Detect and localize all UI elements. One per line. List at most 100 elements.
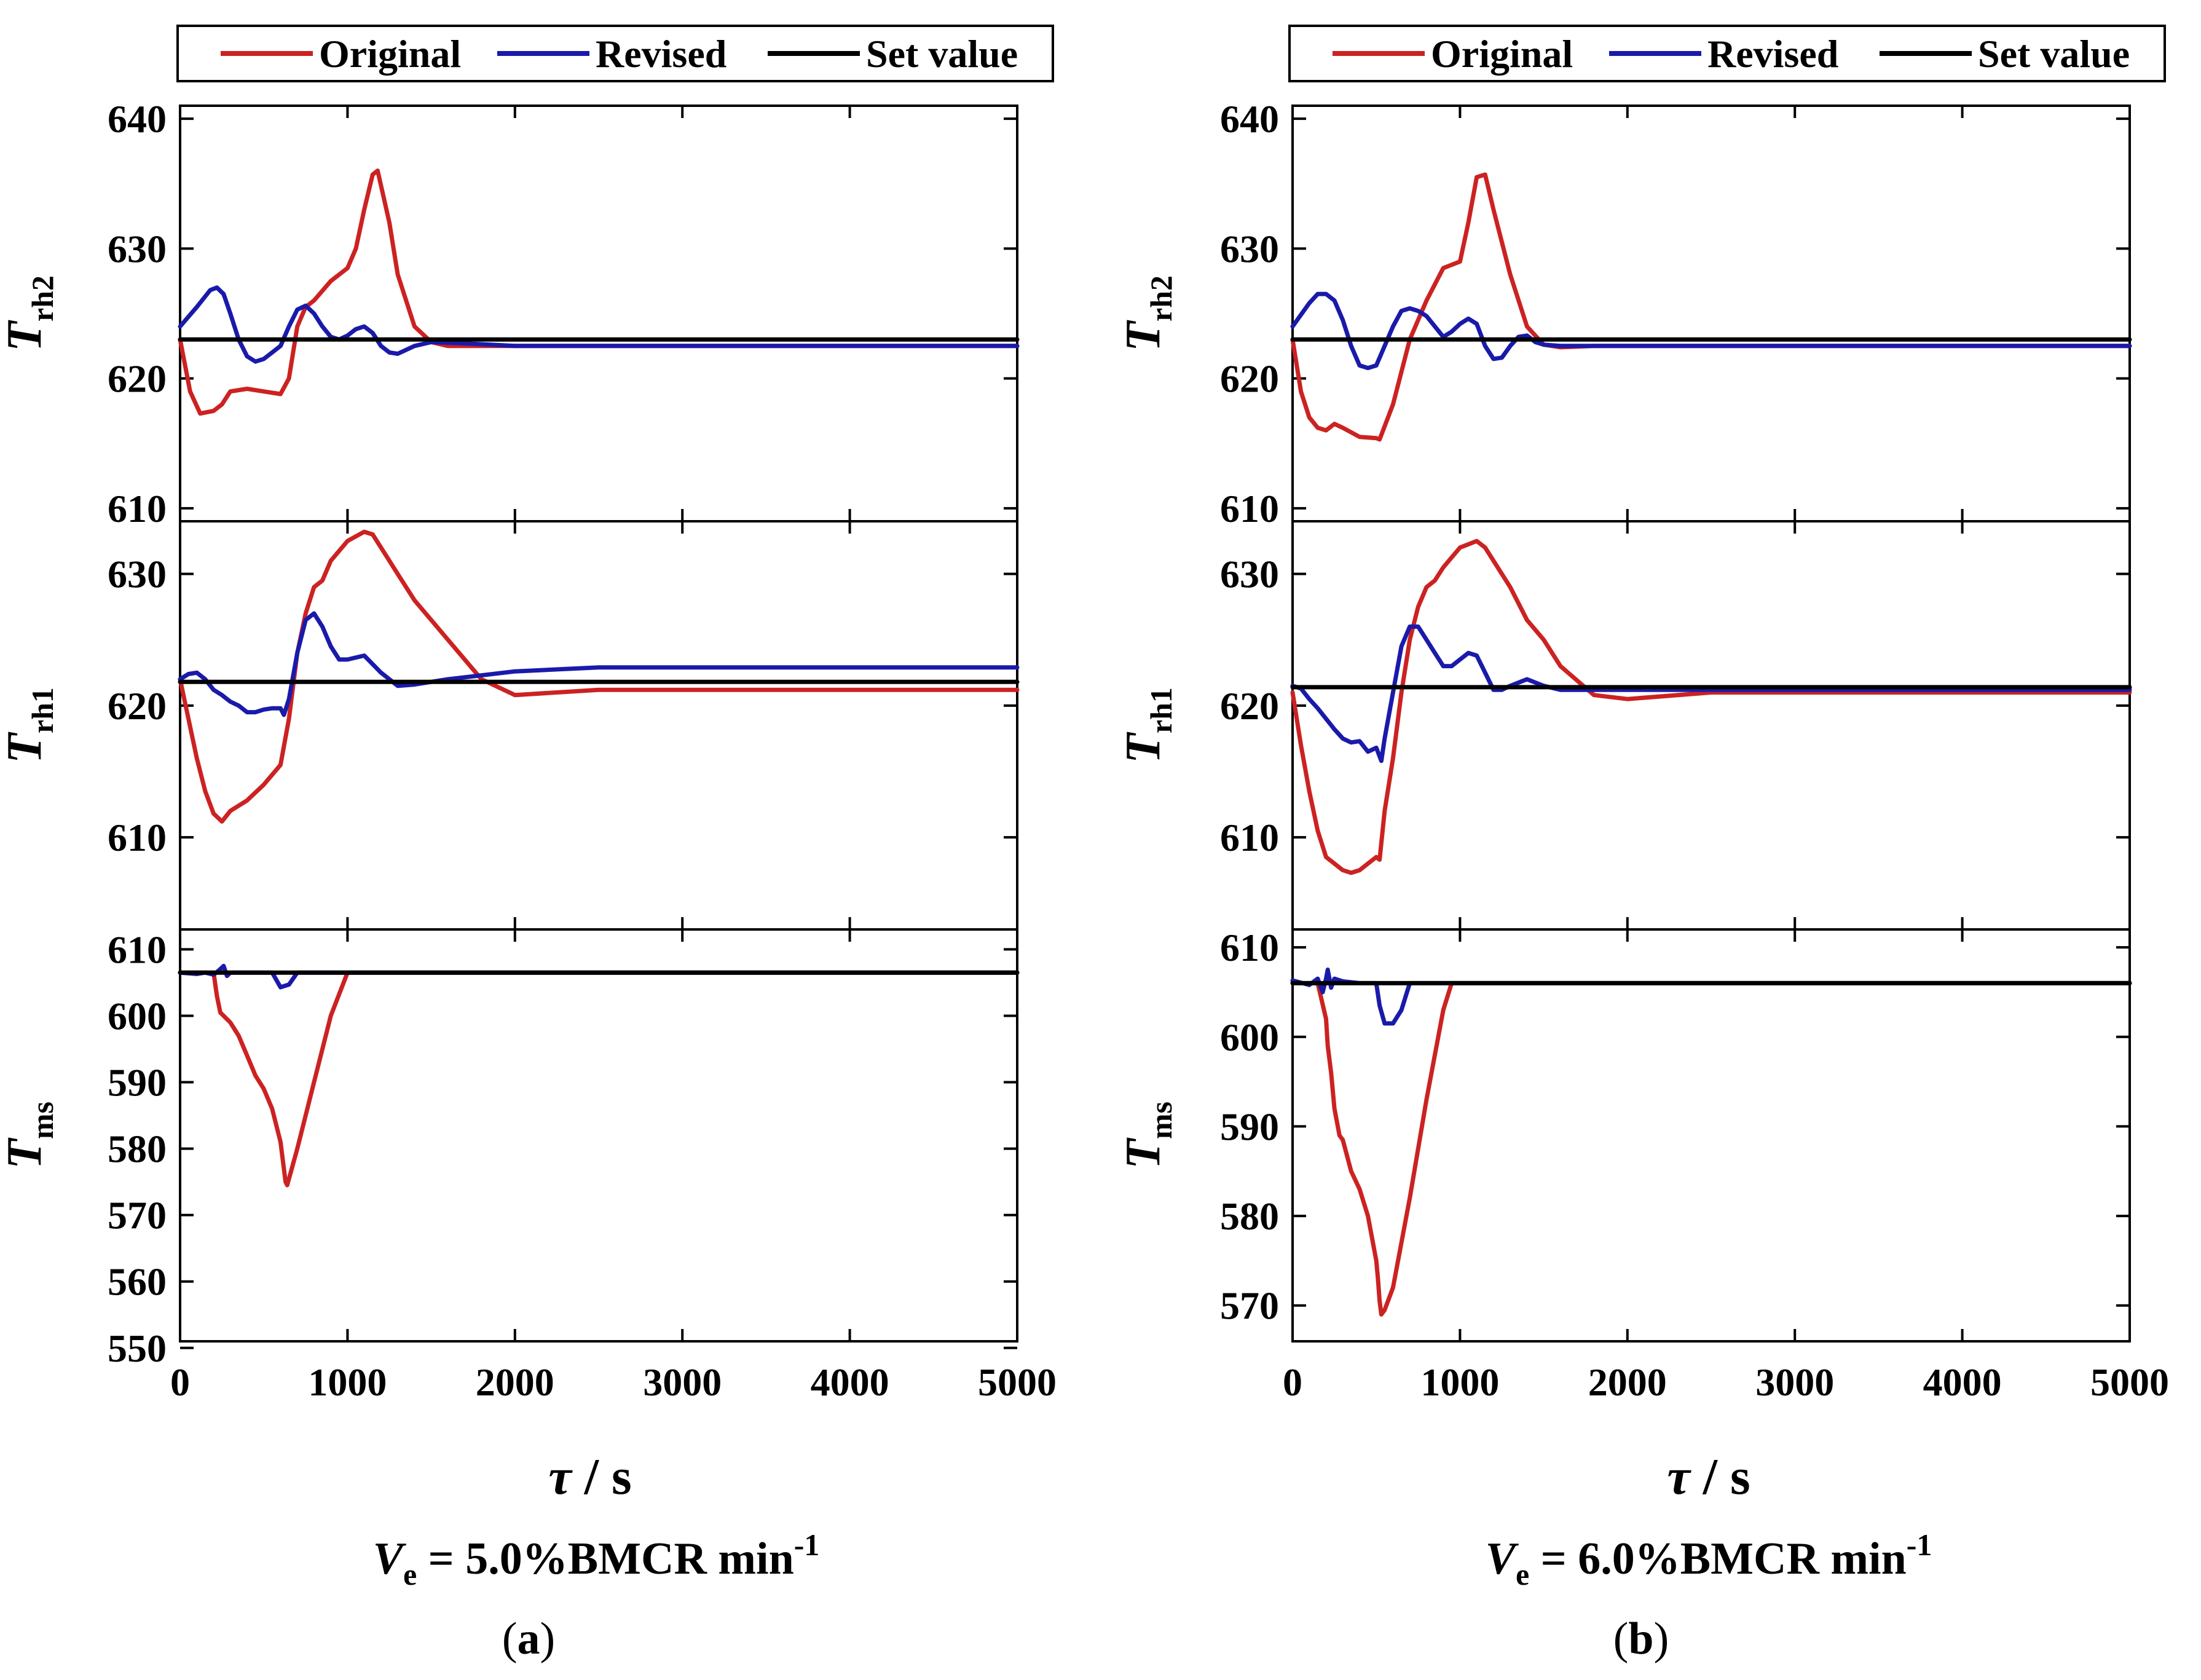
series-original — [1290, 172, 2132, 442]
y-tick-label: 610 — [108, 928, 167, 971]
x-tick-label: 4000 — [811, 1360, 889, 1404]
series-original — [178, 970, 1020, 1188]
x-axis-symbol: τ — [548, 1448, 573, 1505]
legend-label: Revised — [1707, 32, 1838, 76]
legend-label: Set value — [1978, 32, 2130, 76]
y-tick-label: 630 — [1220, 553, 1279, 596]
condition-symbol: V — [1486, 1534, 1519, 1584]
y-tick-label: 570 — [1220, 1284, 1279, 1328]
y-axis-subscript: ms — [1144, 1102, 1178, 1139]
y-axis-label: Trh2 — [1116, 275, 1178, 352]
y-tick-label: 610 — [108, 816, 167, 859]
series-revised — [1290, 291, 2132, 371]
y-axis-symbol: T — [1116, 1137, 1170, 1169]
y-tick-label: 570 — [108, 1194, 167, 1237]
y-axis-subscript: rh1 — [1144, 687, 1178, 733]
panel-label: (a) — [502, 1614, 555, 1664]
condition-superscript: -1 — [794, 1528, 820, 1562]
y-axis-label: Trh1 — [1116, 687, 1178, 763]
y-axis-symbol: T — [0, 320, 52, 352]
subplot-ms: 550 560 570 580 590 600 610 Tms — [0, 928, 1020, 1370]
plot-frame — [1291, 928, 2131, 1343]
panel-label-open: ( — [502, 1614, 518, 1664]
x-axis-label: τ / s — [548, 1448, 631, 1505]
panel-label-close: ) — [1654, 1614, 1669, 1664]
condition-symbol: V — [373, 1534, 407, 1584]
legend-label: Original — [1431, 32, 1573, 76]
series-original — [1290, 538, 2132, 875]
y-axis-label: Trh1 — [0, 687, 60, 763]
series-revised — [178, 285, 1020, 364]
x-tick-label: 2000 — [476, 1360, 554, 1404]
legend-box — [176, 25, 1054, 82]
y-tick-label: 610 — [1220, 487, 1279, 530]
plot-frame — [179, 520, 1018, 931]
series-revised — [1290, 968, 2132, 1026]
panel-label-open: ( — [1613, 1614, 1629, 1664]
condition-text: = 6.0%BMCR min — [1529, 1534, 1907, 1584]
y-axis-label: Tms — [0, 1102, 60, 1169]
y-axis-symbol: T — [0, 1137, 52, 1169]
panel-label-letter: a — [518, 1614, 540, 1664]
x-tick-label: 2000 — [1588, 1360, 1667, 1404]
y-tick-label: 630 — [108, 227, 167, 270]
chart-panel-b: Original Revised Set value 610 620 630 640 Trh2… — [1116, 25, 2169, 1664]
y-tick-label: 640 — [1220, 97, 1279, 141]
condition-subscript: e — [403, 1557, 417, 1591]
plot-frame — [1291, 105, 2131, 523]
x-tick-label: 1000 — [308, 1360, 387, 1404]
y-tick-label: 610 — [1220, 926, 1279, 969]
subplot-ms: 570 580 590 600 610 Tms — [1116, 926, 2132, 1343]
y-tick-label: 620 — [1220, 357, 1279, 401]
y-tick-label: 600 — [1220, 1015, 1279, 1059]
y-tick-label: 560 — [108, 1260, 167, 1304]
x-tick-label: 1000 — [1420, 1360, 1499, 1404]
subplot-rh1: 610 620 630 Trh1 — [0, 520, 1020, 931]
y-axis-symbol: T — [0, 732, 52, 763]
y-tick-label: 550 — [108, 1327, 167, 1370]
series-original — [178, 529, 1020, 824]
series-revised — [178, 611, 1020, 717]
subplot-rh1: 610 620 630 Trh1 — [1116, 520, 2132, 931]
x-axis-label: τ / s — [1667, 1448, 1750, 1505]
plot-frame — [179, 928, 1018, 1343]
y-axis-label: Trh2 — [0, 275, 60, 352]
x-tick-label: 0 — [170, 1360, 190, 1404]
x-tick-label: 5000 — [2090, 1360, 2169, 1404]
y-axis-subscript: ms — [25, 1102, 60, 1139]
y-tick-label: 620 — [108, 684, 167, 728]
legend-box — [1288, 25, 2166, 82]
x-axis-unit: / s — [1690, 1448, 1750, 1505]
condition-subscript: e — [1516, 1557, 1529, 1591]
subplot-rh2: 610 620 630 640 Trh2 — [1116, 97, 2132, 530]
series-original — [1290, 980, 2132, 1317]
y-tick-label: 640 — [108, 97, 167, 141]
plot-frame — [1291, 520, 2131, 931]
legend-label: Original — [319, 32, 461, 76]
y-tick-label: 590 — [1220, 1105, 1279, 1148]
y-axis-subscript: rh2 — [25, 275, 60, 321]
y-tick-label: 630 — [108, 553, 167, 596]
y-tick-label: 630 — [1220, 227, 1279, 270]
chart-panel-a: Original Revised Set value 610 620 630 640 Trh2… — [0, 25, 1057, 1664]
x-tick-label: 3000 — [1755, 1360, 1834, 1404]
panel-label-letter: b — [1628, 1614, 1653, 1664]
y-tick-label: 610 — [108, 487, 167, 530]
panel-label-close: ) — [540, 1614, 556, 1664]
legend-label: Set value — [866, 32, 1018, 76]
y-tick-label: 620 — [108, 357, 167, 401]
x-tick-label: 4000 — [1923, 1360, 2002, 1404]
condition-caption: Ve = 5.0%BMCR min-1 — [373, 1528, 820, 1591]
y-tick-label: 600 — [108, 994, 167, 1038]
y-tick-label: 580 — [108, 1127, 167, 1171]
series-original — [178, 168, 1020, 416]
series-revised — [178, 963, 1020, 990]
legend-label: Revised — [596, 32, 726, 76]
x-tick-label: 3000 — [643, 1360, 722, 1404]
y-axis-symbol: T — [1116, 320, 1170, 352]
y-axis-subscript: rh1 — [25, 687, 60, 733]
y-tick-label: 580 — [1220, 1194, 1279, 1238]
y-axis-subscript: rh2 — [1144, 275, 1178, 321]
x-tick-label: 0 — [1283, 1360, 1302, 1404]
